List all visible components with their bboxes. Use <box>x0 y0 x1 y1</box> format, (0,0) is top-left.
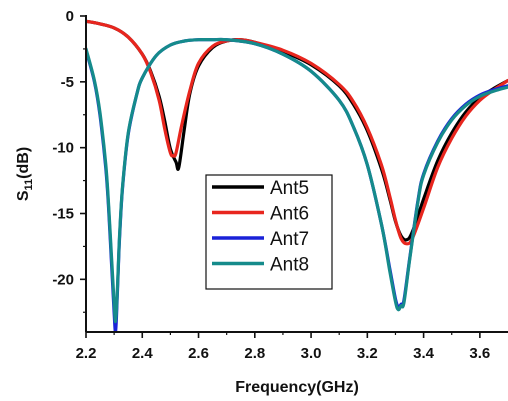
legend-label-ant5: Ant5 <box>270 178 309 199</box>
y-axis-title-subscript: 11 <box>23 179 35 191</box>
x-tick-label: 2.4 <box>132 345 154 362</box>
legend-label-ant8: Ant8 <box>270 255 309 276</box>
x-axis-title: Frequency(GHz) <box>235 379 359 396</box>
y-axis-title-unit: (dB) <box>15 147 32 179</box>
x-tick-label: 3.2 <box>357 345 378 362</box>
x-tick-label: 3.4 <box>413 345 435 362</box>
x-tick-label: 2.8 <box>244 345 265 362</box>
x-tick-label: 2.2 <box>76 345 97 362</box>
x-tick-label: 2.6 <box>188 345 209 362</box>
x-tick-label: 3.6 <box>469 345 490 362</box>
legend-label-ant6: Ant6 <box>270 204 309 225</box>
ticks-layer: 2.2 2.4 2.6 2.8 3.0 3.2 3.4 3.6 0 -5 -10 -15 -20 <box>52 8 490 362</box>
legend-box <box>205 174 333 290</box>
y-tick-label: -15 <box>52 206 74 223</box>
x-tick-label: 3.0 <box>301 345 322 362</box>
y-tick-label: -20 <box>52 271 74 288</box>
series-line-ant6 <box>86 19 508 246</box>
y-tick-label: 0 <box>66 8 74 25</box>
y-tick-label: -10 <box>52 140 74 157</box>
y-axis-title-main: S <box>15 190 32 201</box>
legend: Ant5 Ant6 Ant7 Ant8 <box>205 174 333 290</box>
y-tick-label: -5 <box>61 74 74 91</box>
legend-label-ant7: Ant7 <box>270 229 309 250</box>
y-axis-title: S11(dB) <box>15 147 35 201</box>
series-line-ant8 <box>86 37 508 324</box>
